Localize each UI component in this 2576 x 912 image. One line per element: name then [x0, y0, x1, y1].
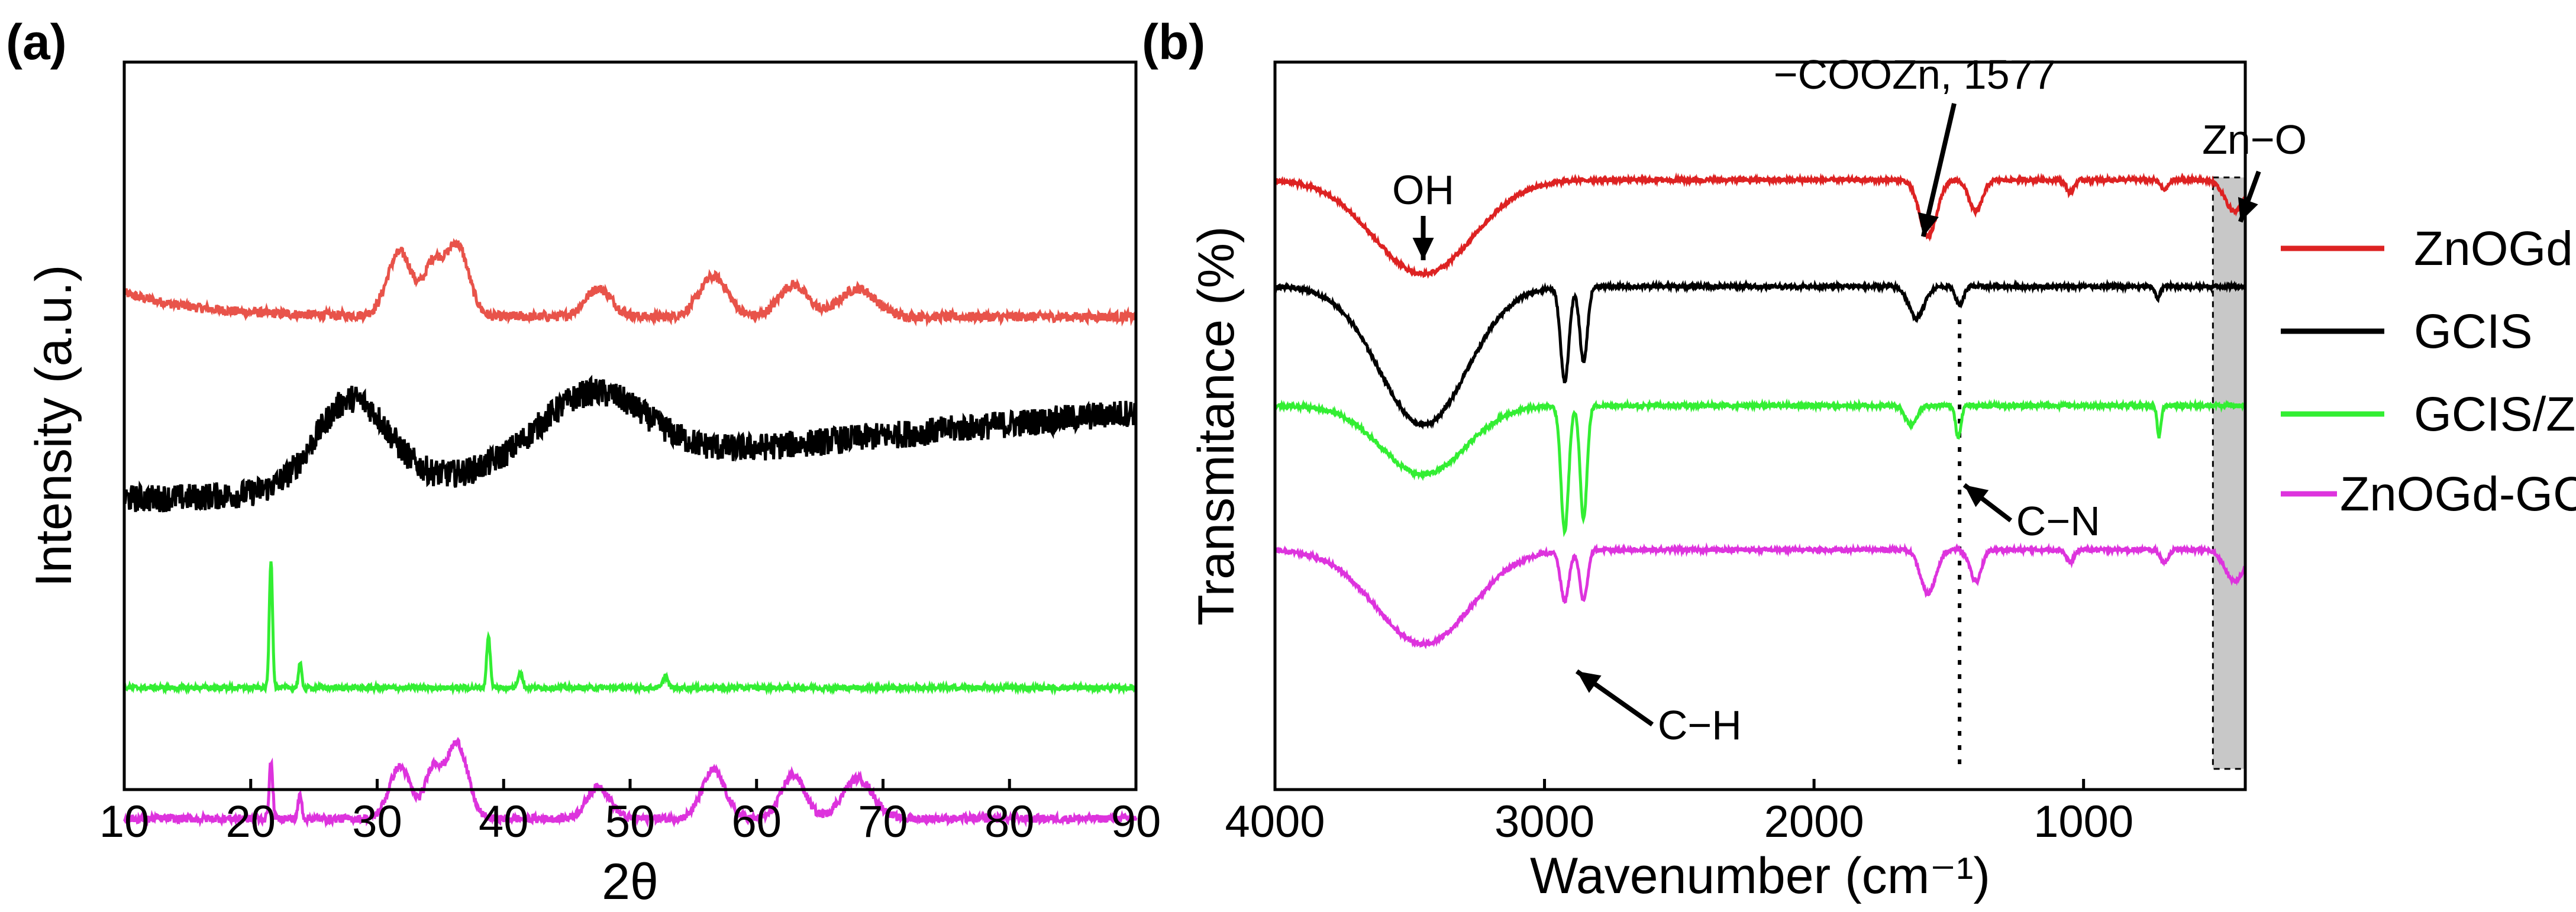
- panel-b-frame: [1273, 60, 2247, 791]
- panel-b-xtick-label: 3000: [1494, 797, 1594, 847]
- legend-label-3: ZnOGd-GCIS/ZnS(75-25): [2340, 467, 2576, 521]
- panel-b-xtick-label: 1000: [2033, 797, 2133, 847]
- panel-a-xtick-label: 20: [225, 797, 276, 847]
- legend-label-0: ZnOGd: [2414, 222, 2573, 276]
- panel-a-xtick-label: 60: [731, 797, 782, 847]
- panel-b: [1273, 172, 2247, 649]
- panel-a-series-3: [122, 736, 1138, 829]
- legend: ZnOGd GCIS GCIS/ZnS ZnOGd-GCIS/ZnS(75-25): [2281, 222, 2576, 521]
- panel-b-xtick-label: 4000: [1225, 797, 1325, 847]
- panel-b-series-2: [1274, 398, 2246, 538]
- annotation-c-h-arrowhead: [1577, 671, 1602, 693]
- legend-label-2: GCIS/ZnS: [2414, 387, 2576, 441]
- panel-a-ticks: 10 20 30 40 50 60 70 80 90: [99, 779, 1161, 847]
- panel-a-xtick-label: 50: [605, 797, 656, 847]
- shaded-band-rect: [2212, 176, 2246, 770]
- panel-b-ticks: 4000 3000 2000 1000: [1225, 779, 2133, 847]
- annotation-oh-arrowhead: [1412, 238, 1434, 260]
- panel-a-series-2: [122, 561, 1138, 696]
- panel-b-xtick-label: 2000: [1764, 797, 1864, 847]
- panel-b-label: (b): [1142, 14, 1205, 70]
- panel-b-ylabel: Transmitance (%): [1188, 226, 1245, 625]
- annotation-coozn-arrowhead: [1918, 212, 1939, 237]
- panel-b-series-1: [1274, 279, 2247, 430]
- panel-a-xtick-label: 90: [1111, 797, 1161, 847]
- annotation-c-n-arrowhead: [1964, 485, 1989, 507]
- panel-a-series-0: [122, 238, 1138, 328]
- legend-label-1: GCIS: [2414, 305, 2532, 358]
- panel-a-series-1: [122, 374, 1138, 513]
- panel-b-series-3: [1273, 542, 2246, 649]
- zn-o-shaded-band: [1958, 176, 2246, 770]
- annotation-oh: OH: [1392, 167, 1454, 213]
- panel-a-xtick-label: 80: [984, 797, 1035, 847]
- panel-b-annotations: OH −COOZn, 1577 Zn−O C−N C−H: [1392, 51, 2307, 748]
- panel-a-xlabel: 2θ: [602, 853, 658, 910]
- annotation-zn-o: Zn−O: [2202, 117, 2307, 163]
- panel-a: [122, 238, 1138, 829]
- panel-a-xtick-label: 40: [479, 797, 529, 847]
- panel-a-ylabel: Intensity (a.u.): [25, 265, 82, 587]
- panel-a-xtick-label: 30: [352, 797, 402, 847]
- annotation-c-n: C−N: [2016, 498, 2100, 544]
- panel-b-series-0: [1274, 172, 2247, 279]
- panel-a-xtick-label: 10: [99, 797, 150, 847]
- annotation-zn-o-arrowhead: [2238, 197, 2258, 222]
- panel-a-xtick-label: 70: [858, 797, 908, 847]
- annotation-coozn: −COOZn, 1577: [1774, 51, 2056, 98]
- panel-a-label: (a): [6, 14, 67, 70]
- panel-b-xlabel: Wavenumber (cm⁻¹): [1530, 848, 1990, 904]
- annotation-coozn-arrow: [1920, 103, 1957, 237]
- annotation-c-h: C−H: [1658, 702, 1742, 748]
